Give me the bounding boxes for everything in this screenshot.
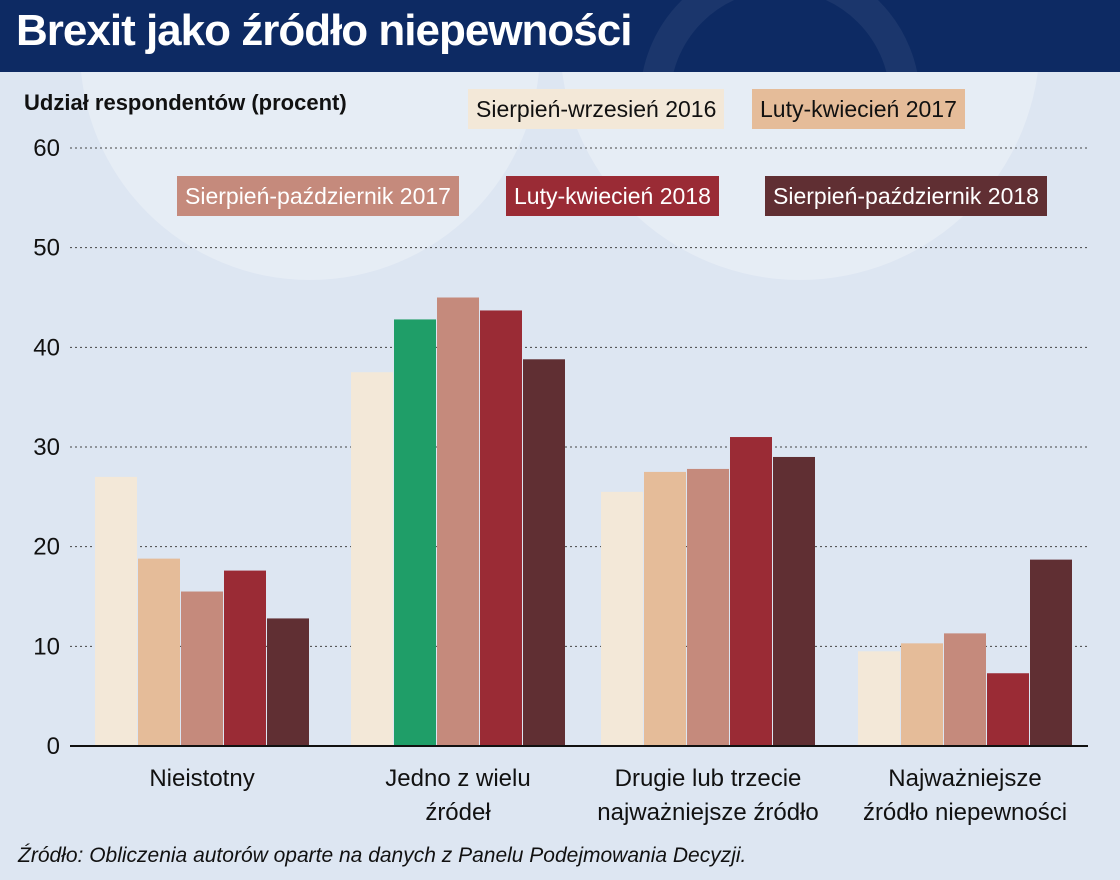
y-axis-label: Udział respondentów (procent) <box>24 90 347 115</box>
x-tick-label: Najważniejsze <box>888 765 1041 792</box>
bar <box>267 618 309 746</box>
bar <box>394 319 436 746</box>
source-note: Źródło: Obliczenia autorów oparte na dan… <box>18 844 747 867</box>
x-tick-label: Jedno z wielu <box>385 765 530 792</box>
y-tick-label: 10 <box>33 633 60 660</box>
y-tick-label: 60 <box>33 135 60 162</box>
x-tick-label: Drugie lub trzecie <box>615 765 802 792</box>
bar <box>687 468 729 746</box>
bar <box>601 491 643 746</box>
bar <box>224 570 266 746</box>
legend-item-sierpien-pazdziernik-2017: Sierpień-październik 2017 <box>177 176 459 216</box>
chart-title: Brexit jako źródło niepewności <box>16 6 632 55</box>
y-tick-label: 50 <box>33 235 60 262</box>
bar <box>138 558 180 746</box>
bar <box>858 651 900 746</box>
bar <box>181 591 223 746</box>
y-tick-label: 20 <box>33 534 60 561</box>
x-tick-label: źródeł <box>425 799 491 826</box>
bar <box>95 476 137 746</box>
bar <box>730 437 772 746</box>
bar <box>351 372 393 746</box>
bar <box>987 673 1029 746</box>
x-tick-label: źródło niepewności <box>863 799 1067 826</box>
legend-item-luty-kwiecien-2018: Luty-kwiecień 2018 <box>506 176 719 216</box>
bar <box>644 471 686 746</box>
bar <box>773 456 815 746</box>
x-tick-label: Nieistotny <box>149 765 254 792</box>
legend-item-sierpien-wrzesien-2016: Sierpień-wrzesień 2016 <box>468 89 725 129</box>
bar <box>901 643 943 746</box>
chart-header: Brexit jako źródło niepewności <box>0 0 1120 72</box>
bar <box>1030 559 1072 746</box>
y-tick-label: 40 <box>33 334 60 361</box>
legend-item-sierpien-pazdziernik-2018: Sierpień-październik 2018 <box>765 176 1047 216</box>
bar <box>523 359 565 746</box>
bar <box>437 297 479 746</box>
bar <box>480 310 522 746</box>
y-tick-label: 30 <box>33 434 60 461</box>
bar <box>944 633 986 746</box>
y-tick-label: 0 <box>47 733 60 760</box>
x-tick-label: najważniejsze źródło <box>597 799 818 826</box>
legend-item-luty-kwiecien-2017: Luty-kwiecień 2017 <box>752 89 965 129</box>
